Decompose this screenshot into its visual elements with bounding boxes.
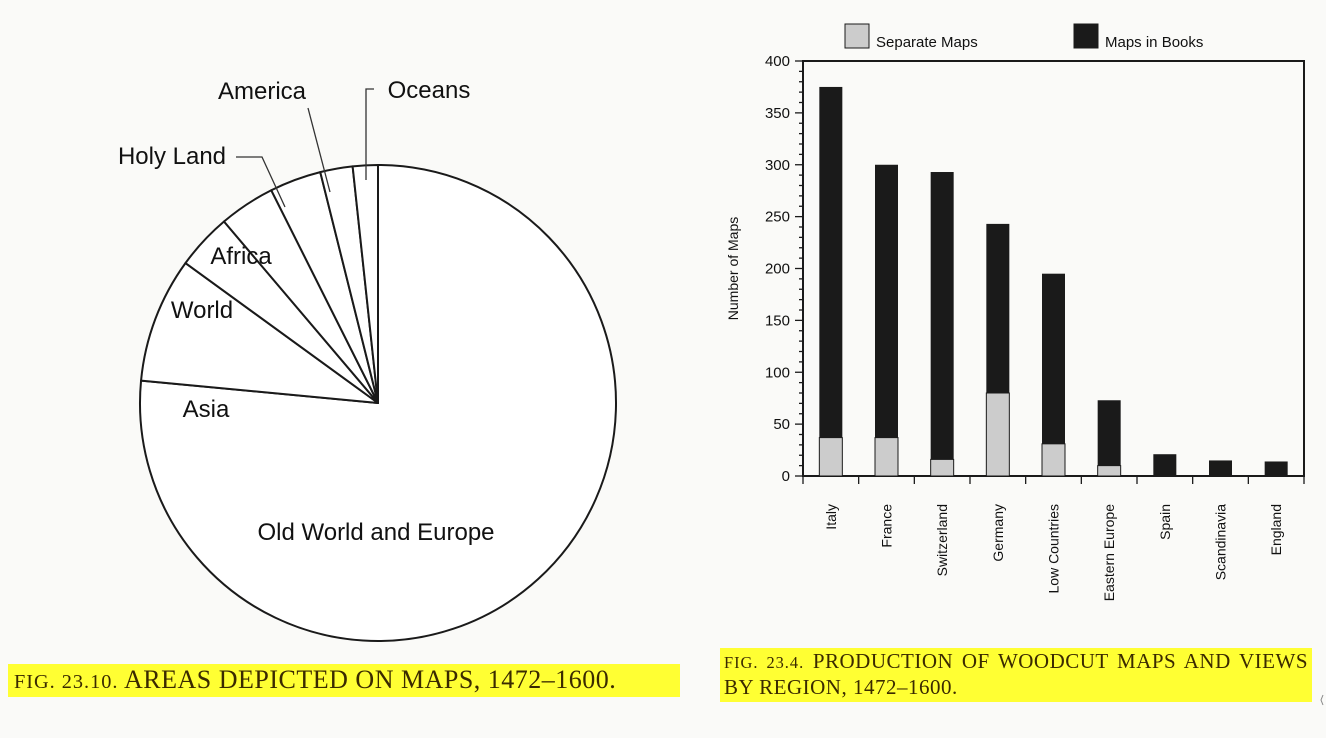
pie-slices: [139, 164, 617, 642]
x-tick-label-low-countries: Low Countries: [1046, 504, 1062, 594]
bar-maps-in-books-germany: [986, 223, 1010, 393]
y-tick-label: 100: [765, 364, 790, 381]
bar-caption: FIG. 23.4. PRODUCTION OF WOODCUT MAPS AN…: [720, 648, 1312, 702]
pie-caption-text: AREAS DEPICTED ON MAPS, 1472–1600.: [124, 665, 617, 694]
x-tick-label-spain: Spain: [1157, 504, 1173, 540]
bar-maps-in-books-low-countries: [1042, 273, 1065, 444]
bar-separate-maps-eastern-europe: [1097, 465, 1122, 477]
pie-caption-fig: FIG. 23.10.: [14, 671, 119, 693]
bar-separate-maps-france: [874, 437, 899, 477]
legend-swatch-maps-in-books: [1073, 23, 1099, 49]
x-tick-label-eastern-europe: Eastern Europe: [1101, 504, 1117, 601]
bar-maps-in-books-france: [875, 164, 898, 438]
bar-caption-fig: FIG. 23.4.: [724, 653, 805, 672]
bar-separate-maps-switzerland: [930, 458, 955, 477]
x-tick-label-germany: Germany: [990, 504, 1006, 562]
y-tick-label: 200: [765, 261, 790, 278]
bar-maps-in-books-spain: [1153, 454, 1177, 476]
bar-maps-in-books-eastern-europe: [1097, 400, 1121, 466]
x-tick-label-italy: Italy: [823, 504, 839, 530]
bar-separate-maps-germany: [985, 392, 1010, 477]
pie-label-world: World: [171, 297, 233, 324]
pie-label-asia: Asia: [183, 396, 230, 423]
bar-separate-maps-low-countries: [1041, 443, 1066, 477]
pie-label-america: America: [218, 78, 307, 105]
pie-label-old-world-and-europe: Old World and Europe: [257, 519, 494, 546]
bar-caption-text: PRODUCTION OF WOODCUT MAPS AND VIEWS BY …: [724, 649, 1308, 699]
y-tick-label: 50: [773, 416, 790, 433]
edge-mark: [1320, 694, 1324, 706]
legend-label-maps-in-books: Maps in Books: [1105, 34, 1203, 51]
bar-maps-in-books-scandinavia: [1209, 460, 1232, 476]
pie-label-africa: Africa: [210, 243, 272, 270]
pie-caption: FIG. 23.10. AREAS DEPICTED ON MAPS, 1472…: [8, 664, 680, 697]
pie-leader-holy-land: [236, 156, 286, 208]
pie-leader-america: [307, 107, 331, 193]
x-tick-label-switzerland: Switzerland: [934, 504, 950, 576]
bar-maps-in-books-italy: [819, 86, 843, 438]
pie-label-holy-land: Holy Land: [118, 143, 226, 170]
legend-label-separate-maps: Separate Maps: [876, 34, 978, 51]
x-tick-label-scandinavia: Scandinavia: [1213, 504, 1229, 580]
pie-leader-oceans: [365, 88, 374, 180]
legend-swatch-separate-maps: [844, 23, 870, 49]
y-axis-label: Number of Maps: [725, 217, 741, 320]
y-tick-label: 0: [782, 468, 790, 485]
bar-maps-in-books-switzerland: [930, 172, 954, 460]
x-tick-label-england: England: [1268, 504, 1284, 555]
bar-separate-maps-italy: [818, 437, 843, 477]
x-tick-label-france: France: [879, 504, 895, 548]
y-tick-label: 250: [765, 209, 790, 226]
y-tick-label: 150: [765, 312, 790, 329]
bar-maps-in-books-england: [1264, 461, 1288, 476]
y-tick-label: 300: [765, 157, 790, 174]
bar-chart: 0 50 100 150 200 250 300 350 400 Number of Maps It…: [725, 23, 1305, 601]
y-tick-label: 400: [765, 53, 790, 70]
pie-slice-asia: [140, 262, 379, 404]
pie-label-oceans: Oceans: [388, 77, 471, 104]
pie-slice-oceans: [351, 164, 379, 404]
pie-chart: Old World and Europe Asia World Africa Holy …: [118, 77, 617, 642]
y-tick-label: 350: [765, 105, 790, 122]
